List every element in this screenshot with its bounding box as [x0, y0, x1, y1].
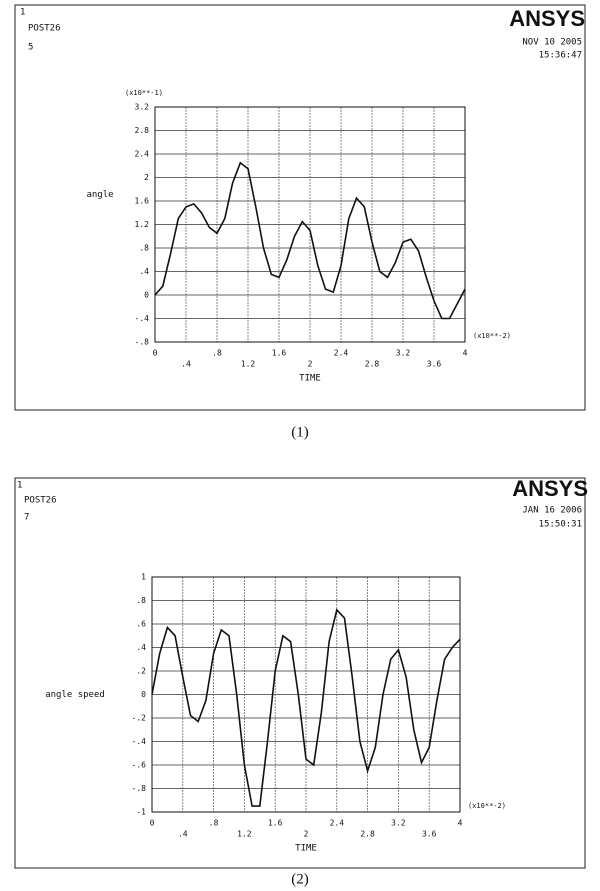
y-tick-label: .8: [139, 244, 149, 253]
x-tick-label: 1.2: [241, 360, 256, 369]
y-tick-label: 3.2: [135, 103, 150, 112]
caption: (1): [291, 424, 309, 440]
time: 15:50:31: [539, 520, 582, 530]
y-tick-label: 1.6: [135, 197, 150, 206]
y-tick-label: -.8: [135, 338, 150, 347]
y-tick-label: 1: [141, 573, 146, 582]
y-axis-label: angle speed: [45, 690, 105, 700]
y-tick-label: 2.8: [135, 126, 150, 135]
plot-id: 5: [28, 43, 33, 53]
x-tick-label: 2: [304, 830, 309, 839]
x-tick-label: 1.2: [237, 830, 252, 839]
program: POST26: [24, 496, 57, 506]
x-tick-label: 3.6: [422, 830, 437, 839]
x-tick-label: .8: [209, 819, 219, 828]
x-tick-label: 3.6: [427, 360, 442, 369]
y-tick-label: 0: [144, 291, 149, 300]
brand: ANSYS: [509, 6, 585, 31]
x-tick-label: 4: [458, 819, 463, 828]
x-tick-label: 3.2: [391, 819, 406, 828]
y-tick-label: .4: [139, 267, 149, 276]
y-tick-label: -.6: [132, 761, 147, 770]
y-multiplier: (x10**-1): [125, 89, 163, 97]
program: POST26: [28, 24, 61, 34]
date: JAN 16 2006: [522, 506, 582, 516]
x-tick-label: 2: [308, 360, 313, 369]
panel-frame: [14, 4, 586, 411]
x-tick-label: .4: [181, 360, 191, 369]
panel-number: 1: [17, 481, 22, 491]
time: 15:36:47: [539, 51, 582, 61]
y-tick-label: .4: [136, 643, 146, 652]
x-axis-label: TIME: [295, 844, 317, 854]
x-tick-label: 2.8: [365, 360, 380, 369]
x-tick-label: 1.6: [268, 819, 283, 828]
x-tick-label: .4: [178, 830, 188, 839]
caption: (2): [291, 871, 309, 887]
brand: ANSYS: [512, 476, 588, 501]
y-tick-label: 0: [141, 690, 146, 699]
plot-id: 7: [24, 513, 29, 523]
plot-frame: [154, 106, 466, 343]
x-tick-label: 1.6: [272, 349, 287, 358]
y-tick-label: .2: [136, 667, 146, 676]
x-tick-label: 0: [153, 349, 158, 358]
y-axis-label: angle: [86, 190, 113, 200]
y-tick-label: -.4: [132, 737, 147, 746]
x-multiplier: (x10**-2): [473, 332, 511, 340]
data-line: [154, 161, 466, 320]
y-tick-label: 2.4: [135, 150, 150, 159]
x-tick-label: 2.4: [334, 349, 349, 358]
date: NOV 10 2005: [522, 38, 582, 48]
y-tick-label: -.8: [132, 784, 147, 793]
panel-number: 1: [20, 8, 25, 18]
x-tick-label: 0: [150, 819, 155, 828]
x-tick-label: 4: [463, 349, 468, 358]
y-tick-label: 2: [144, 173, 149, 182]
y-tick-label: -.2: [132, 714, 147, 723]
y-tick-label: .6: [136, 620, 146, 629]
x-axis-label: TIME: [299, 374, 321, 384]
data-line: [151, 608, 461, 807]
x-multiplier: (x10**-2): [468, 802, 506, 810]
y-tick-label: 1.2: [135, 220, 150, 229]
y-tick-label: -1: [136, 808, 146, 817]
panel-frame: [14, 477, 586, 869]
x-tick-label: .8: [212, 349, 222, 358]
x-tick-label: 2.4: [330, 819, 345, 828]
x-tick-label: 3.2: [396, 349, 411, 358]
y-tick-label: -.4: [135, 314, 150, 323]
y-tick-label: .8: [136, 596, 146, 605]
x-tick-label: 2.8: [360, 830, 375, 839]
